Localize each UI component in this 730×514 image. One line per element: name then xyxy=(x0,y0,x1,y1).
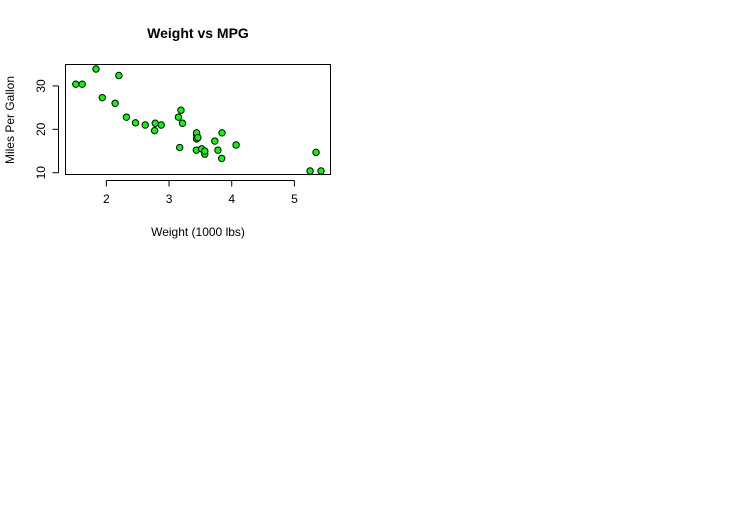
y-tick-label: 10 xyxy=(34,166,48,180)
data-point xyxy=(157,121,165,129)
data-points xyxy=(72,65,325,175)
data-point xyxy=(72,80,80,88)
data-point xyxy=(201,147,209,155)
y-axis: 10 20 30 xyxy=(34,79,59,179)
data-point xyxy=(151,119,159,127)
data-point xyxy=(115,71,123,80)
data-point xyxy=(194,133,202,142)
data-point xyxy=(317,167,325,175)
x-tick-label: 4 xyxy=(228,192,235,206)
x-tick-label: 3 xyxy=(166,192,173,206)
data-point xyxy=(98,93,106,102)
data-point xyxy=(211,137,219,145)
data-point xyxy=(141,121,149,129)
plot-frame xyxy=(65,64,331,175)
data-point xyxy=(177,106,185,114)
data-point xyxy=(150,126,159,135)
data-point xyxy=(78,80,86,88)
data-point xyxy=(312,148,320,157)
x-tick-label: 5 xyxy=(291,192,298,206)
x-tick-label: 2 xyxy=(103,192,110,206)
data-point xyxy=(232,141,240,149)
data-point xyxy=(178,119,187,127)
data-point xyxy=(218,129,226,137)
data-point xyxy=(122,113,131,121)
data-point xyxy=(131,119,140,127)
x-axis: 2 3 4 5 xyxy=(103,180,298,206)
data-point xyxy=(217,154,226,163)
data-point xyxy=(174,113,183,121)
data-point xyxy=(111,99,119,107)
data-point xyxy=(92,65,100,73)
y-axis-label: Miles Per Gallon xyxy=(3,76,17,164)
y-tick-label: 30 xyxy=(34,79,48,93)
chart-title: Weight vs MPG xyxy=(147,25,249,41)
y-tick-label: 20 xyxy=(34,122,48,136)
data-point xyxy=(214,146,222,154)
data-point xyxy=(175,143,184,152)
plot-area xyxy=(65,64,331,175)
data-point xyxy=(306,167,314,175)
x-axis-label: Weight (1000 lbs) xyxy=(151,225,245,239)
